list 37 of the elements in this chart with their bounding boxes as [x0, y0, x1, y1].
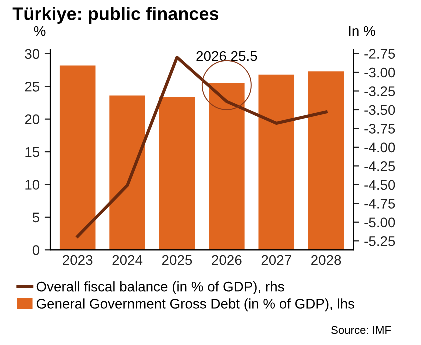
y-tick-label: 30 [25, 49, 40, 60]
y2-tick-label: -3.00 [364, 68, 396, 78]
y-tick-label: 15 [26, 148, 40, 158]
annotation: 2026 25.5 [196, 51, 258, 62]
legend-label: Overall fiscal balance (in % of GDP), rhs [36, 282, 284, 294]
y2-tick-label: -3.75 [364, 124, 396, 134]
y2-tick-label: -5.25 [364, 236, 396, 246]
y-tick-label: 20 [25, 114, 40, 125]
y2-tick-label: -4.75 [364, 199, 396, 209]
y2-tick-label: -5.00 [364, 218, 396, 228]
bar [209, 83, 245, 250]
y-tick-label: 0 [32, 245, 40, 256]
chart-title: Türkiye: public finances [12, 7, 219, 24]
x-tick-label: 2026 [212, 255, 242, 266]
y2-tick-label: -2.75 [364, 49, 396, 59]
x-tick-label: 2027 [262, 255, 292, 266]
bar [60, 66, 96, 250]
y-tick-label: 10 [26, 180, 40, 190]
bar [110, 96, 146, 250]
bar [258, 74, 295, 250]
y2-tick-label: -3.25 [364, 86, 396, 96]
x-tick-label: 2024 [112, 255, 143, 266]
y2-axis-title: In % [349, 26, 376, 36]
y-tick-label: 25 [25, 82, 40, 92]
x-tick-label: 2025 [162, 255, 192, 266]
y2-tick-label: -3.50 [364, 105, 396, 116]
y2-tick-label: -4.50 [364, 180, 396, 190]
bar [308, 72, 344, 250]
y2-tick-label: -4.00 [364, 142, 396, 153]
x-tick-label: 2023 [63, 255, 93, 266]
y-tick-label: 5 [32, 212, 40, 223]
x-tick-label: 2028 [312, 255, 342, 266]
legend-label: General Government Gross Debt (in % of GDP), lhs [36, 298, 355, 312]
y2-tick-label: -4.25 [364, 162, 396, 172]
source-note: Source: IMF [332, 326, 392, 334]
y-axis-title: % [34, 26, 46, 36]
bar [159, 97, 196, 250]
